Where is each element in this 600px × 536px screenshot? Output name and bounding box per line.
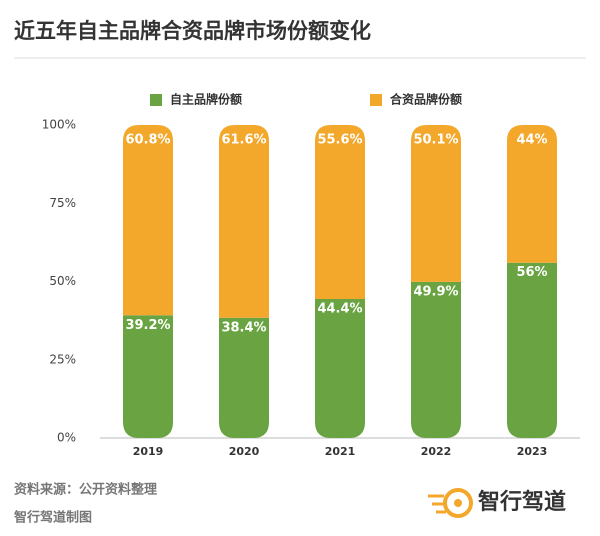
x-tick-label: 2019 <box>133 445 164 458</box>
value-label: 44% <box>516 133 547 148</box>
logo-icon <box>428 488 473 518</box>
y-tick-label: 100% <box>42 118 76 132</box>
bar-segment <box>411 125 461 282</box>
legend-swatch <box>150 94 162 106</box>
bar-segment <box>123 125 173 316</box>
y-tick-label: 50% <box>49 274 76 288</box>
bar-segment <box>315 299 365 438</box>
credit: 智行驾道制图 <box>14 510 92 526</box>
bar-segment <box>219 317 269 438</box>
bar-segment <box>219 125 269 318</box>
x-tick-label: 2021 <box>325 445 356 458</box>
bar-segment <box>315 125 365 300</box>
value-label: 50.1% <box>413 133 458 148</box>
value-label: 55.6% <box>317 133 362 148</box>
value-label: 61.6% <box>221 133 266 148</box>
source: 资料来源：公开资料整理 <box>14 482 157 498</box>
y-tick-label: 0% <box>57 431 76 445</box>
legend-swatch <box>370 94 382 106</box>
bar-segment <box>507 262 557 438</box>
legend-label: 合资品牌份额 <box>390 92 462 107</box>
value-label: 56% <box>516 265 547 280</box>
value-label: 44.4% <box>317 302 362 317</box>
legend-label: 自主品牌份额 <box>170 92 242 107</box>
value-label: 60.8% <box>125 133 170 148</box>
value-label: 38.4% <box>221 320 266 335</box>
x-tick-label: 2022 <box>421 445 452 458</box>
bar-segment <box>507 125 557 263</box>
chart-title: 近五年自主品牌合资品牌市场份额变化 <box>14 19 371 43</box>
y-tick-label: 25% <box>49 352 76 366</box>
y-tick-label: 75% <box>49 196 76 210</box>
x-tick-label: 2020 <box>229 445 260 458</box>
value-label: 39.2% <box>125 318 170 333</box>
logo-text: 智行驾道 <box>478 489 566 515</box>
bar-segment <box>123 315 173 438</box>
value-label: 49.9% <box>413 284 458 299</box>
bar-segment <box>411 281 461 438</box>
x-tick-label: 2023 <box>517 445 548 458</box>
